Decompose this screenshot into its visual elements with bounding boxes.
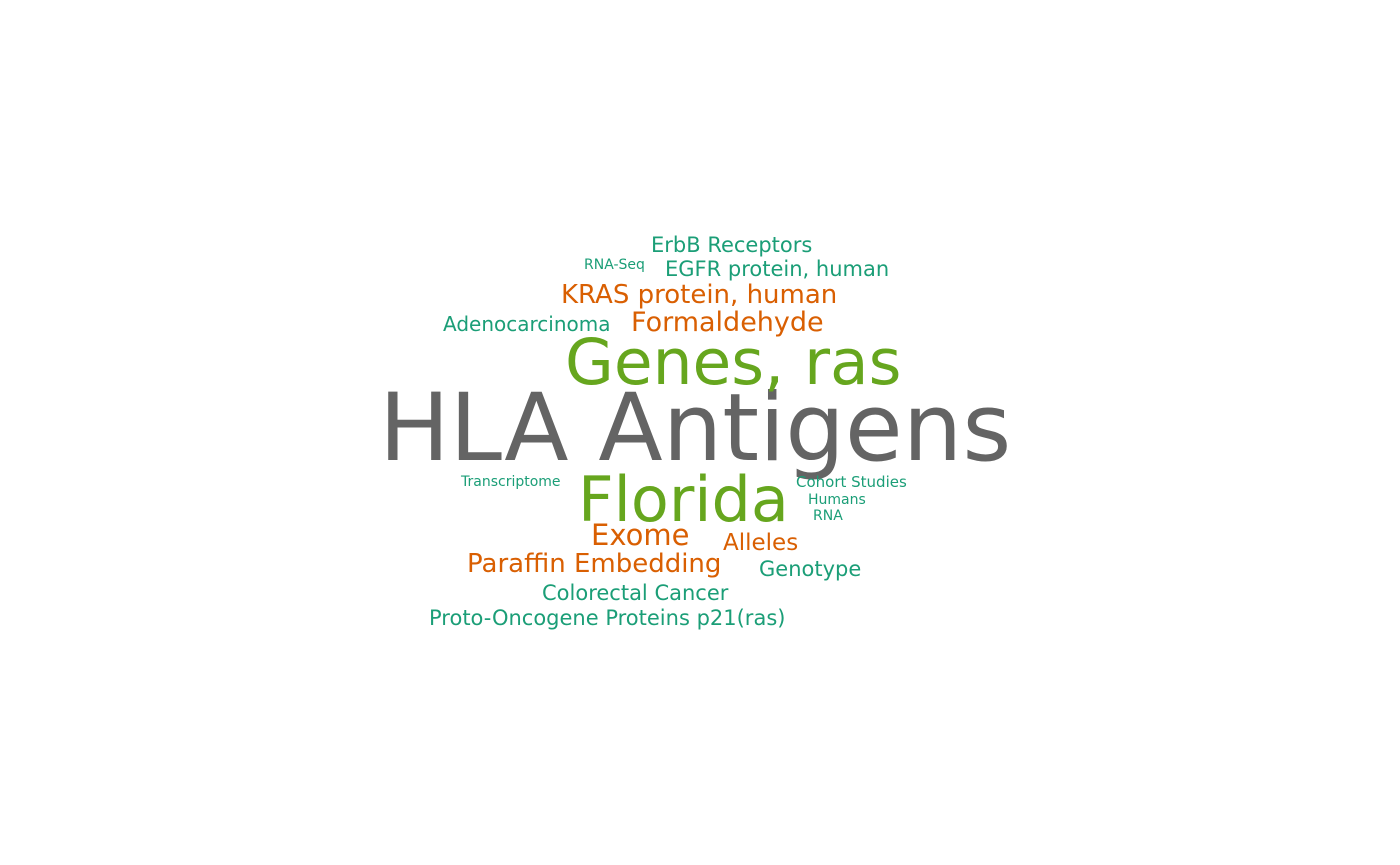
word-paraffin-embedding: Paraffin Embedding [467,549,722,579]
word-genotype: Genotype [759,557,862,581]
word-adenocarcinoma: Adenocarcinoma [443,312,611,336]
word-cohort-studies: Cohort Studies [796,473,907,491]
word-proto-oncogene-proteins-p21ras: Proto-Oncogene Proteins p21(ras) [429,606,786,630]
word-colorectal-cancer: Colorectal Cancer [542,581,729,605]
word-formaldehyde: Formaldehyde [631,307,824,338]
word-humans: Humans [808,492,866,508]
word-kras-protein-human: KRAS protein, human [561,280,838,310]
word-erbb-receptors: ErbB Receptors [651,233,813,257]
word-alleles: Alleles [723,530,799,556]
word-hla-antigens: HLA Antigens [379,374,1012,483]
word-transcriptome: Transcriptome [461,474,561,490]
word-egfr-protein-human: EGFR protein, human [665,257,890,281]
word-rna: RNA [813,508,843,524]
word-exome: Exome [591,518,690,552]
word-florida: Florida [578,463,789,536]
word-genes-ras: Genes, ras [565,326,902,399]
word-rna-seq: RNA-Seq [584,257,645,273]
